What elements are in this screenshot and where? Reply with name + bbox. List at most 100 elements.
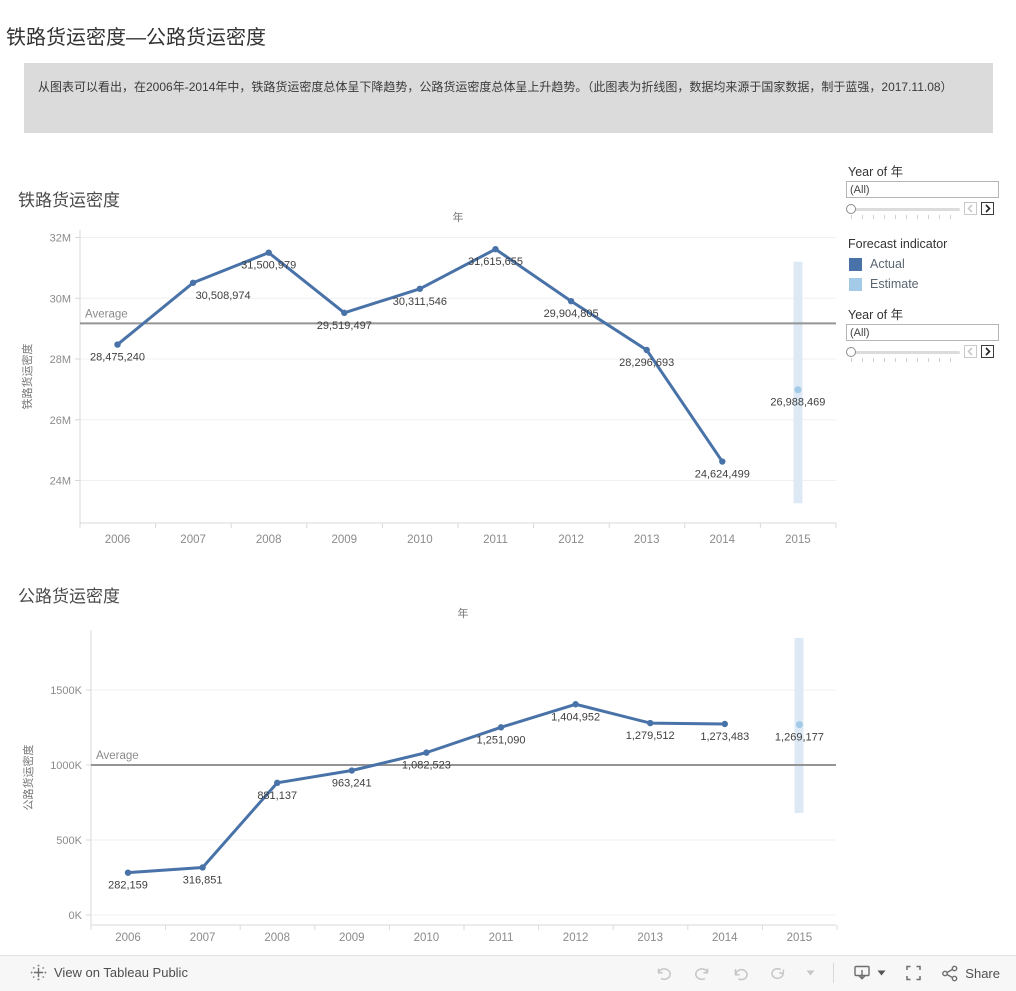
data-point[interactable]	[189, 279, 197, 286]
y-tick-label: 26M	[50, 415, 71, 427]
y-tick-label: 30M	[50, 293, 71, 305]
download-button[interactable]	[852, 964, 886, 982]
slider-ticks	[851, 215, 961, 219]
x-tick-label: 2014	[710, 534, 736, 546]
data-point-label: 29,904,805	[544, 308, 599, 320]
data-point-label: 1,279,512	[626, 730, 675, 742]
undo-icon	[658, 967, 672, 980]
undo-button[interactable]	[654, 965, 674, 982]
data-point[interactable]	[492, 245, 499, 253]
data-point[interactable]	[265, 249, 272, 256]
share-label: Share	[965, 965, 1000, 981]
legend-swatch-actual	[849, 257, 862, 271]
page-title: 铁路货运密度—公路货运密度	[6, 27, 266, 50]
x-tick-label: 2010	[414, 932, 440, 944]
x-tick-label: 2009	[332, 534, 358, 546]
x-tick-label: 2013	[637, 932, 663, 944]
chevron-left-icon	[967, 204, 973, 213]
revert-button[interactable]	[730, 965, 750, 982]
x-axis-title: 年	[453, 210, 464, 224]
slider-ticks	[851, 358, 961, 362]
data-point-label: 963,241	[332, 778, 372, 790]
average-line-label: Average	[85, 308, 128, 320]
x-tick-label: 2009	[339, 932, 365, 944]
average-line-label: Average	[96, 750, 139, 762]
view-on-tableau-public-link[interactable]: View on Tableau Public	[30, 964, 188, 981]
refresh-button[interactable]	[768, 965, 788, 982]
redo-button[interactable]	[692, 965, 712, 982]
slider-next-button[interactable]	[981, 345, 994, 358]
refresh-caret-icon[interactable]	[806, 970, 815, 976]
y-tick-label: 500K	[56, 835, 82, 847]
slider-knob[interactable]	[846, 347, 856, 357]
data-point-label: 881,137	[257, 790, 297, 802]
data-point[interactable]	[647, 719, 654, 727]
year-filter-top-input[interactable]	[846, 181, 999, 198]
description-box: 从图表可以看出，在2006年-2014年中，铁路货运密度总体呈下降趋势，公路货运…	[24, 63, 993, 133]
y-tick-label: 32M	[50, 233, 71, 245]
download-caret-icon	[877, 970, 886, 976]
data-point-label: 1,251,090	[477, 734, 526, 746]
data-point-label: 31,500,979	[241, 260, 296, 272]
data-point[interactable]	[643, 346, 650, 354]
forecast-band	[793, 261, 803, 504]
x-tick-label: 2010	[407, 534, 433, 546]
data-point[interactable]	[423, 749, 430, 756]
x-tick-label: 2012	[558, 534, 584, 546]
data-point-label: 26,988,469	[770, 397, 825, 409]
y-tick-label: 0K	[69, 910, 83, 922]
y-axis-title: 铁路货运密度	[20, 344, 34, 410]
data-point[interactable]	[567, 297, 575, 305]
legend-label: Estimate	[870, 277, 919, 291]
legend-item-actual[interactable]: Actual	[849, 257, 905, 271]
data-point[interactable]	[124, 869, 132, 876]
data-point[interactable]	[341, 309, 348, 317]
railway-density-chart: 24M 26M 28M 30M 32M 2006 2007 2008 2009 2010 2011 2…	[20, 210, 837, 546]
x-tick-label: 2013	[634, 534, 660, 546]
slider-knob[interactable]	[846, 204, 856, 214]
data-point[interactable]	[274, 779, 281, 787]
y-tick-label: 1500K	[50, 685, 82, 697]
data-point[interactable]	[572, 701, 579, 708]
forecast-legend-title: Forecast indicator	[848, 237, 948, 251]
x-tick-label: 2014	[712, 932, 738, 944]
chevron-left-icon	[967, 347, 973, 356]
data-point[interactable]	[199, 864, 206, 871]
data-point[interactable]	[114, 341, 121, 348]
redo-icon	[695, 967, 709, 980]
data-point[interactable]	[497, 724, 505, 731]
x-tick-label: 2011	[483, 534, 508, 546]
share-icon	[942, 965, 958, 981]
data-point-label: 1,273,483	[700, 731, 749, 743]
share-button[interactable]: Share	[941, 965, 1000, 982]
slider-next-button[interactable]	[981, 202, 994, 215]
slider-track[interactable]	[848, 208, 960, 211]
data-point-label: 28,475,240	[90, 352, 145, 364]
year-filter-bottom-input[interactable]	[846, 324, 999, 341]
chevron-right-icon	[985, 204, 991, 213]
slider-prev-button[interactable]	[964, 345, 977, 358]
data-point-label: 1,269,177	[775, 732, 824, 744]
fullscreen-button[interactable]	[904, 964, 923, 982]
estimate-point[interactable]	[794, 386, 802, 394]
data-point[interactable]	[348, 767, 355, 774]
legend-label: Actual	[870, 257, 905, 271]
chevron-right-icon	[985, 347, 991, 356]
slider-track[interactable]	[848, 351, 960, 354]
data-point-label: 1,082,523	[402, 760, 451, 772]
highway-chart-title: 公路货运密度	[18, 587, 120, 607]
x-tick-label: 2011	[489, 932, 514, 944]
data-point[interactable]	[416, 285, 424, 292]
data-point-label: 30,508,974	[196, 290, 251, 302]
estimate-point[interactable]	[795, 721, 803, 729]
view-on-tableau-public-label: View on Tableau Public	[54, 965, 188, 980]
x-axis-title: 年	[458, 606, 469, 620]
legend-item-estimate[interactable]: Estimate	[849, 277, 919, 291]
slider-prev-button[interactable]	[964, 202, 977, 215]
data-point[interactable]	[719, 458, 726, 465]
footer-toolbar: Share	[654, 963, 1000, 983]
data-point[interactable]	[721, 720, 728, 728]
data-point-label: 29,519,497	[317, 320, 372, 332]
description-text: 从图表可以看出，在2006年-2014年中，铁路货运密度总体呈下降趋势，公路货运…	[38, 80, 953, 94]
